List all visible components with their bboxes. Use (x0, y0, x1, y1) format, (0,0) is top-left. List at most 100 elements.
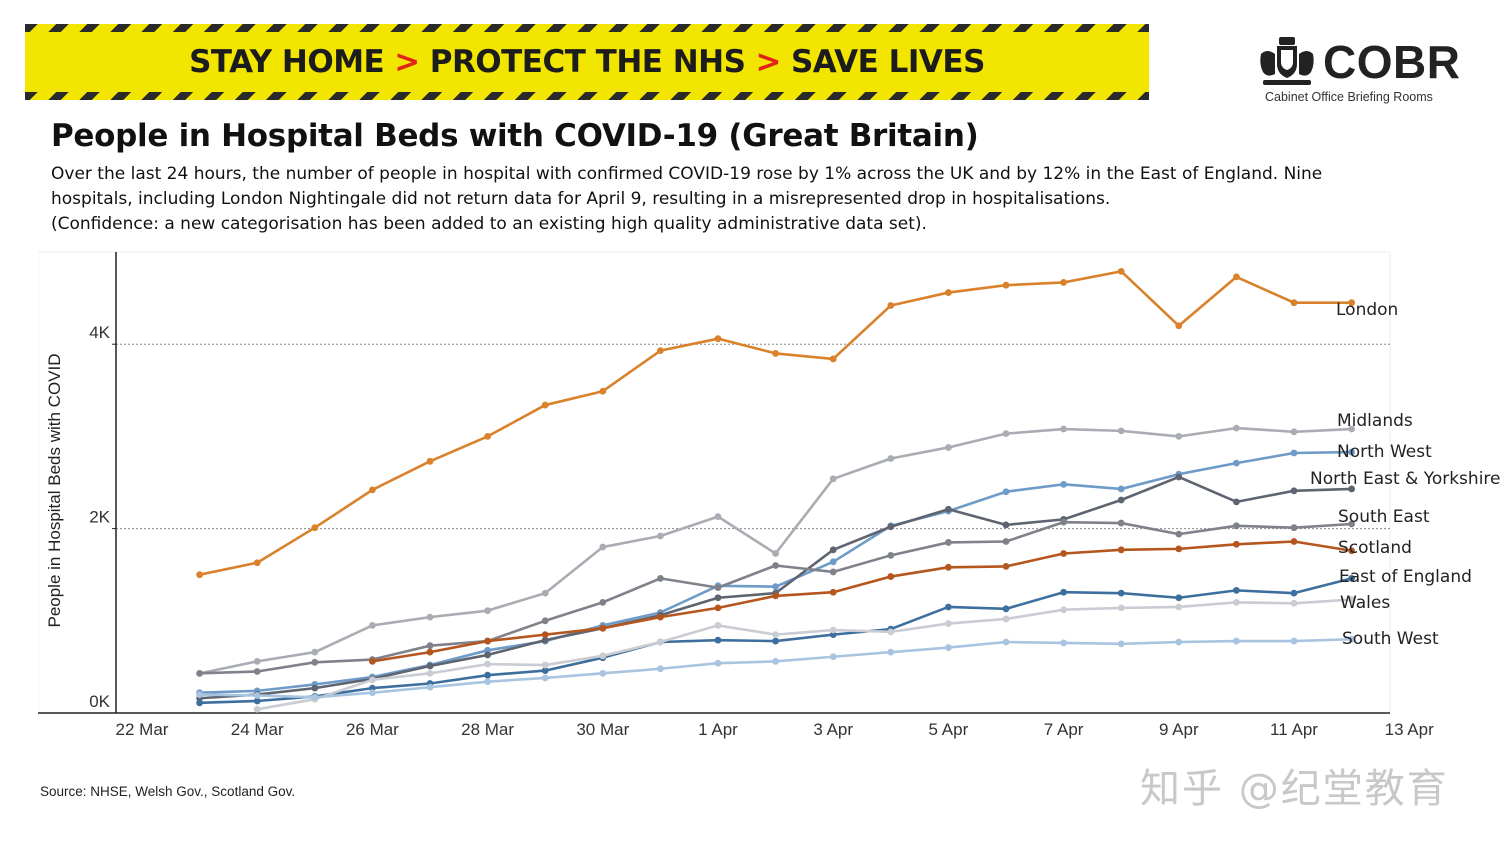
data-point (426, 642, 434, 650)
data-point (772, 631, 779, 639)
series-label: South East (1338, 507, 1430, 527)
data-point (887, 648, 895, 656)
data-point (714, 622, 722, 629)
data-point (714, 594, 722, 602)
slogan-text: STAY HOME > PROTECT THE NHS > SAVE LIVES (189, 44, 985, 80)
data-point (1002, 615, 1010, 623)
data-point (1060, 550, 1067, 557)
data-point (1175, 530, 1183, 538)
x-tick-label: 28 Mar (461, 720, 514, 739)
series-london (196, 267, 1355, 579)
series-label: Midlands (1337, 411, 1413, 431)
series-label: North East & Yorkshire (1310, 469, 1500, 489)
data-point (714, 513, 722, 521)
data-point (1175, 473, 1183, 481)
data-point (887, 302, 895, 309)
data-point (772, 592, 779, 600)
description-line-1: Over the last 24 hours, the number of pe… (51, 164, 1323, 184)
data-point (1175, 594, 1183, 602)
data-point (484, 671, 491, 679)
royal-crest-icon (1260, 37, 1314, 85)
data-point (1060, 425, 1067, 433)
data-point (1060, 279, 1067, 286)
line-chart: 0K 2K 4K People in Hospital Beds with COVID… (38, 251, 1500, 739)
data-point (426, 683, 434, 691)
data-point (1290, 524, 1298, 532)
data-point (1175, 638, 1183, 646)
data-point (599, 387, 607, 395)
data-point (1290, 487, 1298, 495)
data-point (772, 637, 779, 645)
data-point (945, 289, 952, 296)
data-point (714, 659, 722, 667)
data-point (1175, 322, 1183, 330)
data-point (1290, 599, 1298, 607)
data-point (945, 505, 952, 513)
data-point (945, 620, 952, 627)
series-label: Scotland (1338, 538, 1412, 558)
series-label: East of England (1339, 567, 1472, 587)
data-point (253, 692, 261, 699)
chart-container: 0K 2K 4K People in Hospital Beds with COVID… (38, 250, 1500, 750)
series-south-east (196, 518, 1355, 677)
description-line-3: (Confidence: a new categorisation has be… (51, 214, 927, 234)
y-tick-label: 2K (89, 508, 110, 527)
data-point (426, 669, 434, 677)
data-point (1175, 545, 1183, 553)
series-group (196, 267, 1355, 713)
data-point (311, 658, 319, 666)
data-point (1233, 424, 1240, 432)
logo-subtitle: Cabinet Office Briefing Rooms (1265, 90, 1433, 104)
series-scotland (369, 538, 1355, 665)
series-wales (253, 596, 1355, 713)
cobr-logo: COBR Cabinet Office Briefing Rooms (1257, 34, 1467, 114)
data-point (657, 665, 664, 673)
data-point (1060, 606, 1067, 614)
data-point (196, 691, 204, 698)
data-point (599, 543, 607, 551)
data-point (829, 558, 837, 566)
data-point (541, 674, 549, 682)
data-point (369, 622, 376, 629)
data-point (887, 628, 895, 636)
data-point (829, 588, 837, 596)
data-point (311, 648, 319, 656)
series-line (199, 270, 1352, 576)
data-point (196, 699, 204, 707)
data-point (426, 662, 434, 670)
data-point (887, 551, 895, 559)
data-point (1290, 637, 1298, 645)
data-point (1060, 639, 1067, 647)
data-point (369, 689, 376, 697)
data-point (1233, 273, 1240, 281)
data-point (1233, 522, 1240, 530)
data-point (772, 562, 779, 569)
data-point (1117, 589, 1125, 597)
x-tick-label: 5 Apr (929, 720, 969, 739)
data-point (1060, 480, 1067, 488)
data-point (1348, 299, 1355, 307)
data-point (1290, 428, 1298, 436)
data-point (1117, 485, 1125, 493)
data-point (253, 705, 261, 713)
data-point (311, 684, 319, 692)
data-point (1233, 586, 1240, 594)
series-label: Wales (1340, 593, 1390, 613)
data-point (887, 455, 895, 462)
data-point (1233, 459, 1240, 467)
data-point (1002, 638, 1010, 646)
data-point (1175, 433, 1183, 440)
slogan-protect-nhs: PROTECT THE NHS (429, 44, 746, 80)
data-point (1117, 640, 1125, 648)
data-point (1002, 430, 1010, 438)
series-label: South West (1342, 629, 1439, 649)
data-point (887, 523, 895, 531)
data-point (541, 661, 549, 669)
data-point (1290, 299, 1298, 307)
data-point (484, 660, 491, 668)
data-point (1348, 448, 1355, 456)
data-point (945, 603, 952, 611)
data-point (369, 486, 376, 494)
data-point (1002, 563, 1010, 570)
data-point (541, 401, 549, 409)
